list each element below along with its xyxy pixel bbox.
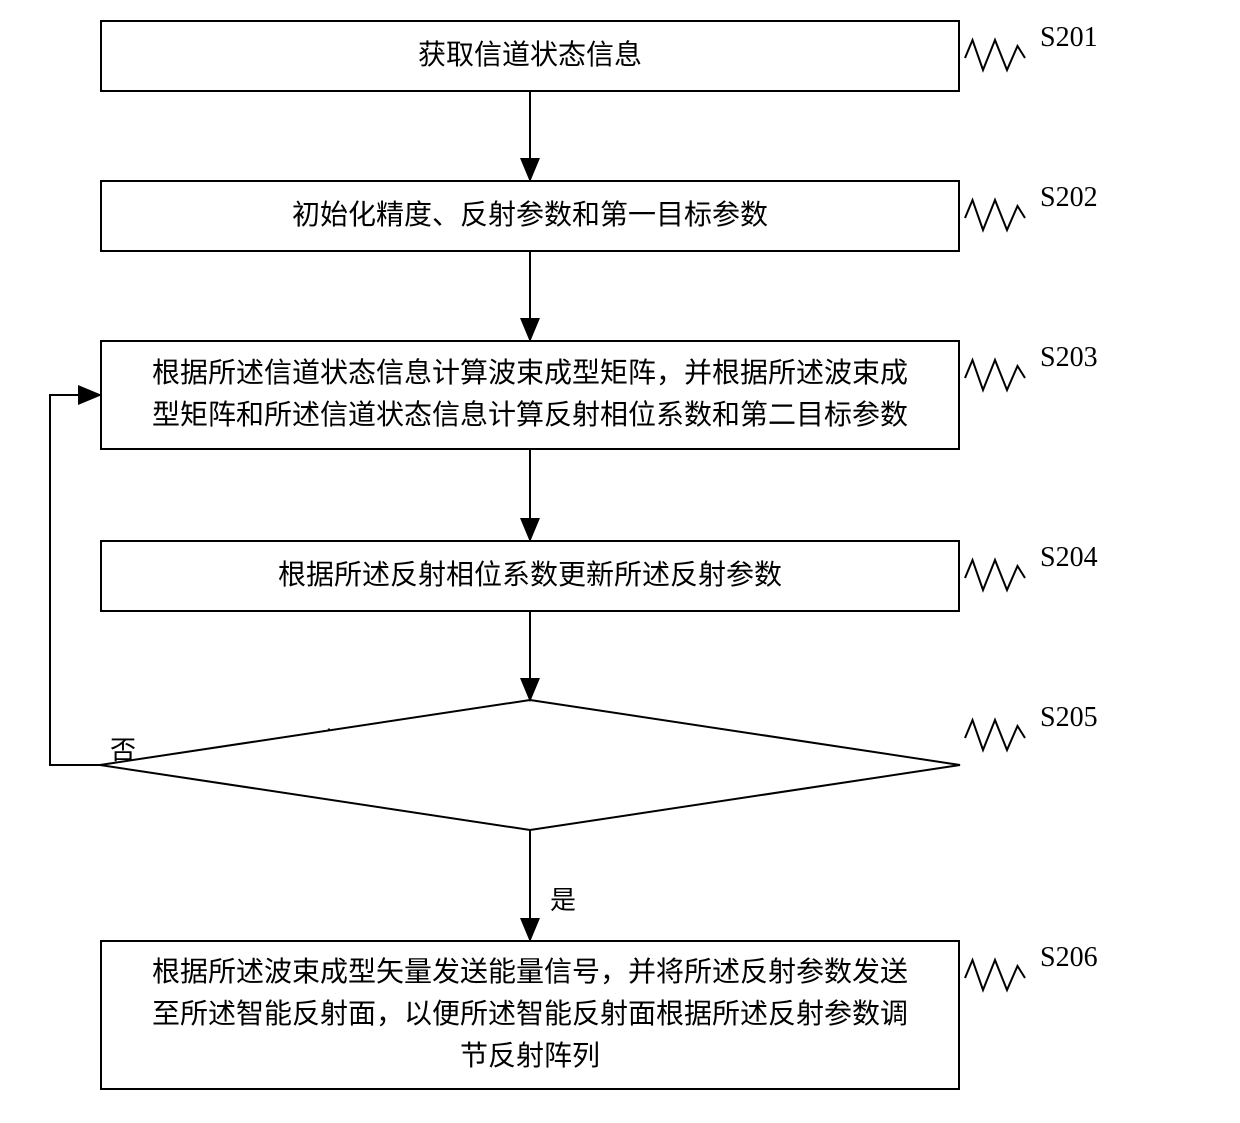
edge-s205-s203 xyxy=(50,395,100,765)
step-s204: 根据所述反射相位系数更新所述反射参数 xyxy=(100,540,960,612)
step-s202: 初始化精度、反射参数和第一目标参数 xyxy=(100,180,960,252)
label-s205: S205 xyxy=(1040,702,1098,734)
edge-label-no: 否 xyxy=(110,730,136,767)
step-s206: 根据所述波束成型矢量发送能量信号，并将所述反射参数发送 至所述智能反射面，以便所… xyxy=(100,940,960,1090)
label-s203: S203 xyxy=(1040,342,1098,374)
label-s204: S204 xyxy=(1040,542,1098,574)
flowchart-canvas: 获取信道状态信息 S201 初始化精度、反射参数和第一目标参数 S202 根据所述信道状… xyxy=(0,0,1240,1123)
step-s201: 获取信道状态信息 xyxy=(100,20,960,92)
decision-s205: 判断所述第二目标参数与所述第一 目标参数的差值是否小于所述精度 xyxy=(100,700,960,830)
step-s203: 根据所述信道状态信息计算波束成型矩阵，并根据所述波束成 型矩阵和所述信道状态信息… xyxy=(100,340,960,450)
label-s202: S202 xyxy=(1040,182,1098,214)
label-s206: S206 xyxy=(1040,942,1098,974)
label-s201: S201 xyxy=(1040,22,1098,54)
edge-label-yes: 是 xyxy=(550,880,576,917)
